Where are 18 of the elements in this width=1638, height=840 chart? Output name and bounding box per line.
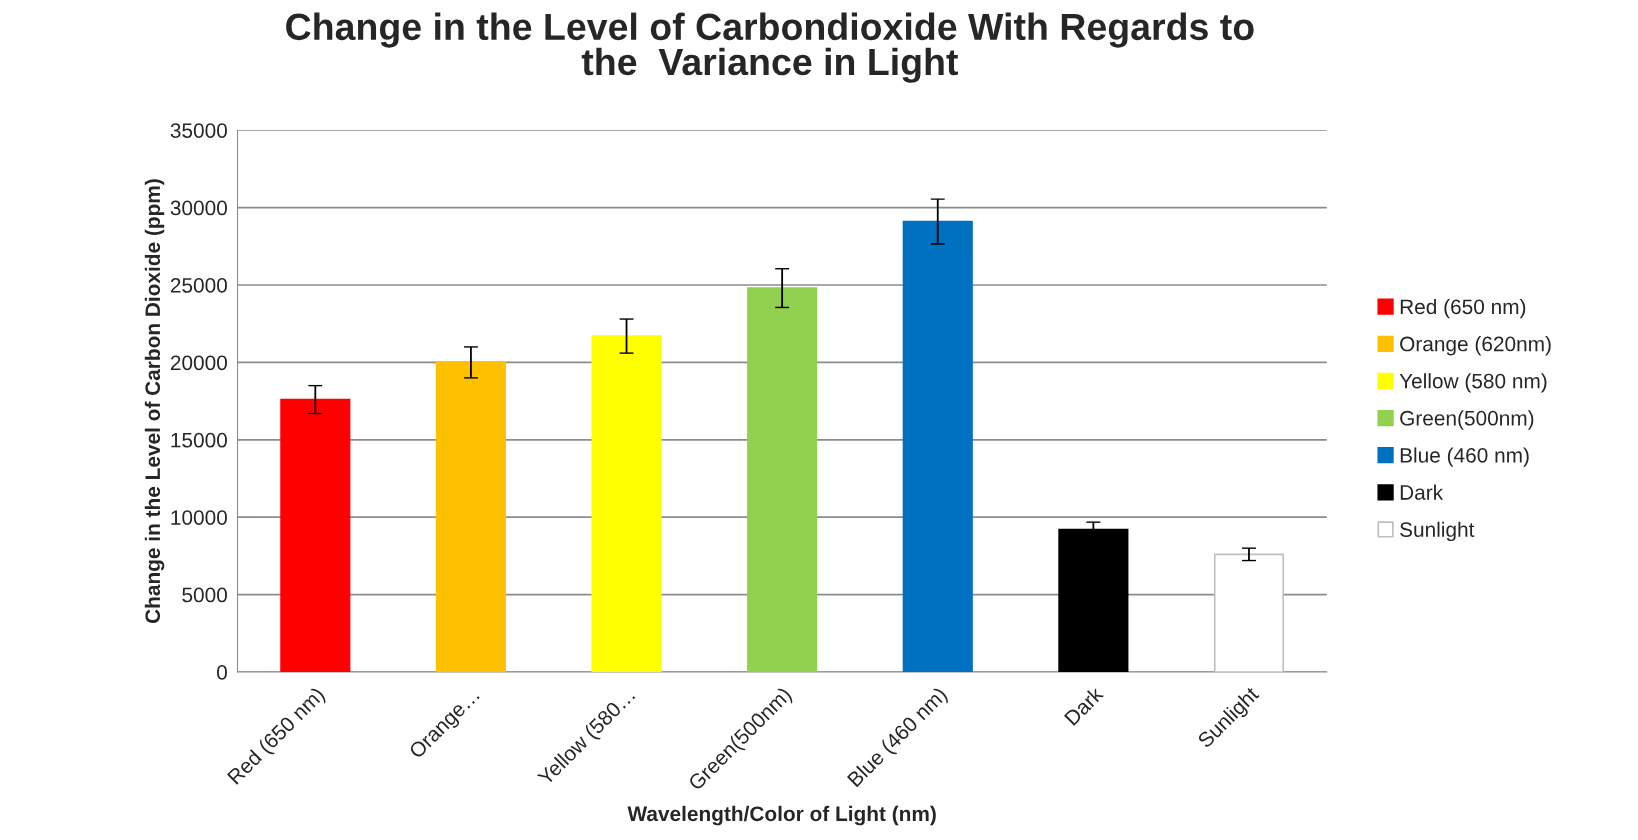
legend-label: Orange (620nm) bbox=[1400, 336, 1551, 356]
y-tick-label: 35000 bbox=[170, 123, 227, 138]
y-tick-label: 25000 bbox=[170, 278, 227, 293]
y-axis-title: Change in the Level of Carbon Dioxide (ppm) bbox=[144, 179, 165, 624]
legend-label: Green(500nm) bbox=[1400, 410, 1534, 430]
legend-label: Red (650 nm) bbox=[1400, 298, 1526, 319]
x-axis-title: Wavelength/Color of Light (nm) bbox=[627, 805, 936, 826]
y-tick-label: 15000 bbox=[171, 432, 227, 448]
legend-label: Blue (460 nm) bbox=[1400, 447, 1529, 467]
legend-label: Sunlight bbox=[1400, 521, 1475, 542]
legend-label: Dark bbox=[1400, 484, 1444, 500]
chart-title: Change in the Level of Carbondioxide With Regards to the Variance in Light bbox=[286, 12, 1254, 83]
y-tick-label: 10000 bbox=[171, 510, 227, 525]
y-tick-label: 0 bbox=[217, 665, 227, 680]
y-tick-label: 5000 bbox=[182, 587, 227, 603]
legend-label: Yellow (580 nm) bbox=[1399, 373, 1547, 393]
y-tick-label: 30000 bbox=[170, 200, 227, 216]
y-tick-label: 20000 bbox=[170, 355, 227, 371]
